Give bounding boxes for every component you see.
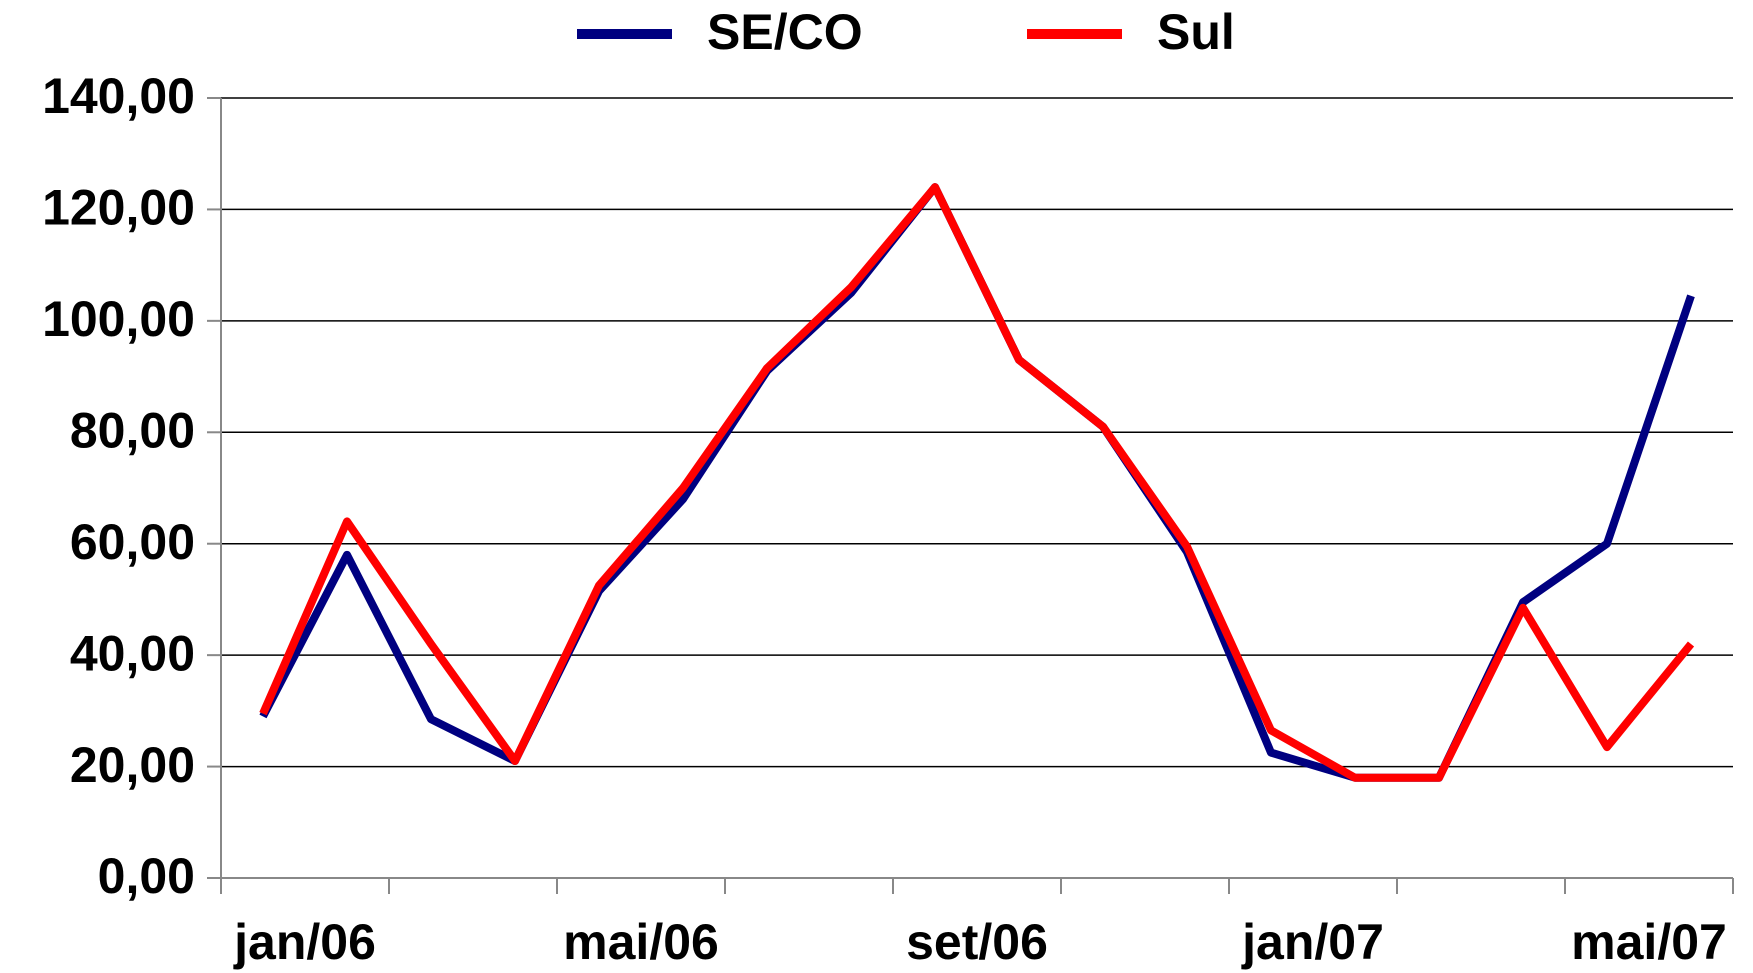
y-tick-label: 100,00 bbox=[42, 291, 195, 347]
x-tick-label: jan/07 bbox=[1241, 914, 1384, 970]
y-tick-label: 140,00 bbox=[42, 68, 195, 124]
y-tick-label: 80,00 bbox=[70, 402, 195, 458]
x-tick-label: mai/06 bbox=[563, 914, 719, 970]
y-tick-label: 40,00 bbox=[70, 625, 195, 681]
x-tick-label: jan/06 bbox=[233, 914, 376, 970]
legend-label: Sul bbox=[1157, 4, 1235, 60]
x-tick-label: set/06 bbox=[906, 914, 1048, 970]
y-tick-label: 120,00 bbox=[42, 180, 195, 236]
y-tick-label: 0,00 bbox=[98, 848, 195, 904]
legend-label: SE/CO bbox=[707, 4, 863, 60]
x-tick-label: mai/07 bbox=[1571, 914, 1727, 970]
series-line bbox=[259, 183, 1695, 782]
y-tick-label: 60,00 bbox=[70, 514, 195, 570]
y-tick-label: 20,00 bbox=[70, 737, 195, 793]
